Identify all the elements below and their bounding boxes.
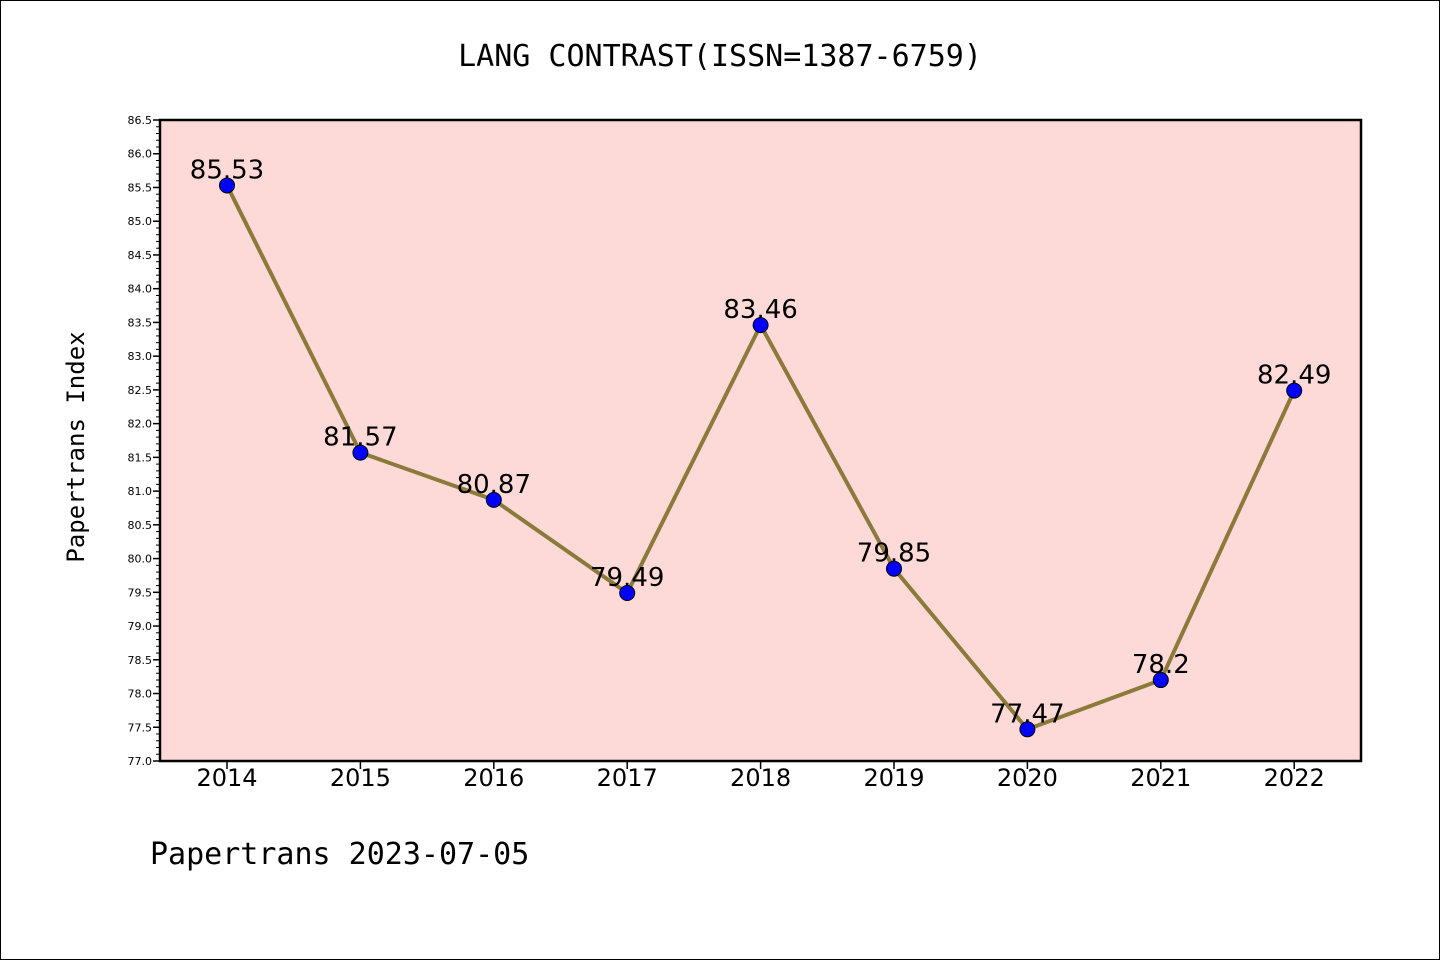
y-tick-label: 77.5 — [128, 721, 153, 734]
y-tick-label: 83.0 — [128, 350, 153, 363]
data-point — [1286, 382, 1303, 399]
data-point — [886, 560, 902, 577]
y-tick-label: 78.5 — [128, 654, 153, 667]
plot-area — [158, 118, 1363, 763]
x-tick-label: 2021 — [1130, 764, 1191, 792]
data-point — [352, 444, 369, 461]
data-point — [485, 491, 502, 508]
data-points — [219, 177, 1303, 738]
y-tick-label: 82.0 — [128, 418, 153, 431]
y-tick-label: 81.0 — [128, 485, 153, 498]
y-tick-label: 85.5 — [128, 181, 153, 194]
x-tick-label: 2017 — [597, 764, 658, 792]
data-label: 80.87 — [457, 470, 531, 500]
data-labels: 85.53 81.57 80.87 79.49 83.46 79.85 77.47 78.2 8… — [190, 155, 1332, 729]
data-point — [619, 584, 636, 601]
data-label: 85.53 — [190, 155, 264, 185]
y-tick-label: 78.0 — [128, 688, 153, 701]
x-tick-label: 2018 — [730, 764, 791, 792]
x-tick-label: 2022 — [1264, 764, 1325, 792]
data-label: 83.46 — [723, 295, 797, 325]
y-tick-label: 86.0 — [128, 148, 153, 161]
data-label: 82.49 — [1257, 361, 1331, 391]
y-tick-label: 79.0 — [128, 620, 153, 633]
data-label: 77.47 — [990, 699, 1064, 729]
data-label: 81.57 — [323, 423, 397, 453]
y-tick-label: 84.0 — [128, 283, 153, 296]
y-tick-label: 84.5 — [128, 249, 153, 262]
y-tick-label: 85.0 — [128, 215, 153, 228]
y-tick-label: 81.5 — [128, 451, 153, 464]
x-tick-label: 2015 — [330, 764, 391, 792]
data-label: 79.49 — [590, 563, 664, 593]
y-axis-ticks: 77.0 77.5 78.0 78.5 79.0 79.5 80.0 80.5 81.0 81.5… — [128, 114, 160, 768]
x-tick-label: 2019 — [863, 764, 924, 792]
footer-text: Papertrans 2023-07-05 — [150, 837, 529, 872]
x-tick-label: 2020 — [997, 764, 1058, 792]
y-tick-label: 77.0 — [128, 755, 153, 768]
data-point — [752, 317, 769, 334]
y-tick-label: 80.5 — [128, 519, 153, 532]
y-tick-label: 80.0 — [128, 553, 153, 566]
y-tick-label: 83.5 — [128, 316, 153, 329]
data-point — [1019, 721, 1036, 738]
x-tick-label: 2014 — [196, 764, 257, 792]
y-axis-label: Papertrans Index — [62, 331, 90, 562]
x-tick-label: 2016 — [463, 764, 524, 792]
data-label: 79.85 — [857, 539, 931, 569]
data-point — [1152, 672, 1169, 689]
y-tick-label: 79.5 — [128, 586, 153, 599]
data-label: 78.2 — [1132, 650, 1190, 680]
x-axis-ticks: 2014 2015 2016 2017 2018 2019 2020 2021 2022 — [196, 761, 1325, 792]
data-point — [219, 177, 235, 194]
y-tick-label: 86.5 — [128, 114, 153, 127]
y-tick-label: 82.5 — [128, 384, 153, 397]
chart-title: LANG CONTRAST(ISSN=1387-6759) — [458, 39, 982, 74]
